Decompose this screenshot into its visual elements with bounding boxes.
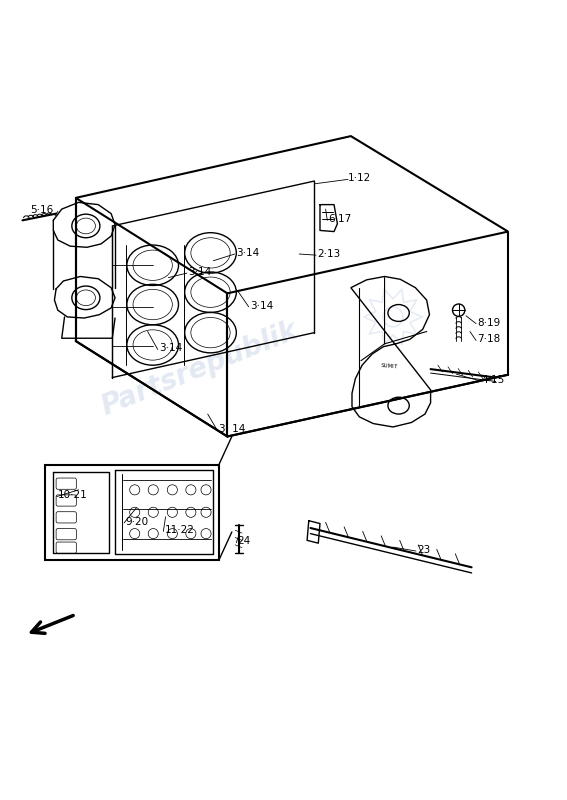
Text: Partsrepublik: Partsrepublik (96, 317, 302, 422)
Text: 3·14: 3·14 (159, 343, 182, 354)
Text: 6·17: 6·17 (328, 214, 352, 224)
Text: SUMIT: SUMIT (380, 363, 397, 370)
Text: 2·13: 2·13 (317, 249, 340, 259)
Text: 11·22: 11·22 (164, 526, 194, 535)
Text: 3·14: 3·14 (236, 248, 259, 258)
Text: 24: 24 (238, 537, 251, 546)
Text: 10·21: 10·21 (58, 490, 87, 501)
Text: 3  14: 3 14 (219, 424, 246, 434)
Text: 8·19: 8·19 (477, 318, 501, 327)
Text: 23: 23 (417, 545, 430, 555)
Text: 7·18: 7·18 (477, 334, 501, 344)
Text: 3·14: 3·14 (250, 301, 273, 310)
Text: 3·14: 3·14 (188, 267, 211, 277)
Text: 1·12: 1·12 (348, 174, 371, 183)
Text: 4·15: 4·15 (481, 374, 505, 385)
Text: 9·20: 9·20 (125, 517, 149, 527)
Text: 5·16: 5·16 (29, 206, 53, 215)
